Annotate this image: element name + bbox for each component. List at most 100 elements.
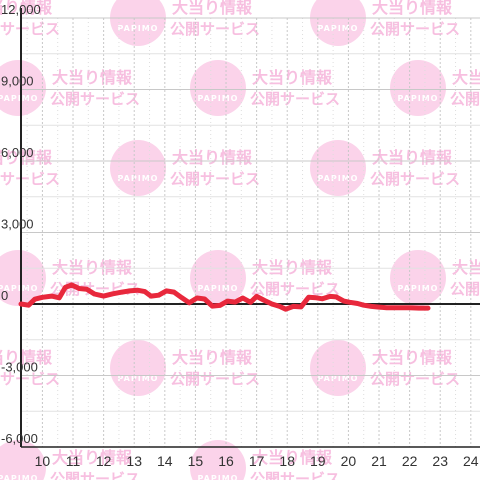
x-tick-label: 18 — [279, 453, 295, 469]
x-tick-label: 23 — [432, 453, 448, 469]
x-tick-label: 10 — [35, 453, 51, 469]
y-tick-label: -3,000 — [1, 360, 38, 375]
watermark-brand: PAPIMO — [398, 284, 439, 293]
x-tick-label: 11 — [66, 453, 81, 469]
watermark-line1: 大当り情報 — [252, 68, 333, 87]
watermark-brand: PAPIMO — [198, 474, 239, 480]
x-tick-label: 15 — [188, 453, 204, 469]
watermark-brand: PAPIMO — [118, 24, 159, 33]
x-tick-label: 21 — [371, 453, 387, 469]
watermark-line2: 公開サービス — [450, 90, 480, 108]
watermark-line1: 大当り情報 — [0, 348, 53, 367]
watermark-line1: 大当り情報 — [252, 258, 333, 277]
watermark-line1: 大当り情報 — [52, 258, 133, 277]
watermark-brand: PAPIMO — [0, 284, 38, 293]
x-tick-label: 12 — [96, 453, 112, 469]
watermark-logo-circle — [0, 60, 46, 116]
watermark-logo-circle — [190, 60, 246, 116]
watermark-logo-circle — [310, 340, 366, 396]
watermark-logo-circle — [390, 60, 446, 116]
watermark-brand: PAPIMO — [398, 94, 439, 103]
watermark-logo-circle — [310, 140, 366, 196]
watermark-line2: 公開サービス — [0, 170, 60, 188]
watermark-brand: PAPIMO — [118, 374, 159, 383]
x-tick-label: 20 — [341, 453, 357, 469]
watermark-logo-circle — [390, 250, 446, 306]
y-tick-label: 0 — [1, 288, 8, 303]
watermark-line2: 公開サービス — [370, 370, 460, 388]
watermark-brand: PAPIMO — [118, 174, 159, 183]
watermark-brand: PAPIMO — [318, 174, 359, 183]
watermark-brand: PAPIMO — [0, 474, 38, 480]
watermark-brand: PAPIMO — [198, 94, 239, 103]
watermark-line2: 公開サービス — [370, 20, 460, 38]
watermark-line2: 公開サービス — [50, 90, 140, 108]
x-tick-label: 19 — [310, 453, 326, 469]
series-layer — [18, 282, 431, 312]
watermark-brand: PAPIMO — [318, 24, 359, 33]
watermark-line1: 大当り情報 — [0, 0, 53, 17]
watermark-line2: 公開サービス — [50, 470, 140, 480]
x-tick-label: 24 — [463, 453, 479, 469]
watermark-logo-circle — [190, 250, 246, 306]
x-tick-label: 16 — [218, 453, 234, 469]
x-tick-label: 13 — [126, 453, 142, 469]
y-tick-label: 9,000 — [1, 74, 34, 89]
watermark-line1: 大当り情報 — [452, 258, 480, 277]
watermark-line2: 公開サービス — [250, 90, 340, 108]
watermark-line2: 公開サービス — [250, 280, 340, 298]
watermark-line2: 公開サービス — [170, 370, 260, 388]
watermark-line1: 大当り情報 — [372, 0, 453, 17]
y-tick-label: 6,000 — [1, 145, 34, 160]
watermark-line2: 公開サービス — [170, 170, 260, 188]
watermark-line2: 公開サービス — [170, 20, 260, 38]
watermark-line2: 公開サービス — [370, 170, 460, 188]
watermark-logo-circle — [190, 440, 246, 480]
watermark-logo-circle — [0, 440, 46, 480]
watermark-line1: 大当り情報 — [0, 148, 53, 167]
y-tick-label: -6,000 — [1, 431, 38, 446]
watermark-line2: 公開サービス — [0, 370, 60, 388]
watermark-logo-circle — [110, 340, 166, 396]
y-tick-label: 12,000 — [1, 2, 41, 17]
watermark-logo-circle — [310, 0, 366, 46]
grid-lines — [21, 17, 480, 448]
watermark-line1: 大当り情報 — [52, 448, 133, 467]
watermark-line2: 公開サービス — [250, 470, 340, 480]
tick-labels: 12,000 9,000 6,000 3,000 0 -3,000 -6,000 10 11 12… — [1, 2, 479, 469]
watermark-line1: 大当り情報 — [252, 448, 333, 467]
watermark-brand: PAPIMO — [318, 374, 359, 383]
watermark-brand: PAPIMO — [198, 284, 239, 293]
watermark-line1: 大当り情報 — [452, 68, 480, 87]
x-tick-label: 14 — [157, 453, 173, 469]
watermark-line2: 公開サービス — [450, 280, 480, 298]
y-tick-label: 3,000 — [1, 217, 34, 232]
watermark-logo-circle — [0, 250, 46, 306]
series-line — [18, 282, 431, 312]
watermark-line2: 公開サービス — [0, 20, 60, 38]
watermark-line1: 大当り情報 — [372, 348, 453, 367]
watermark-brand: PAPIMO — [0, 94, 38, 103]
watermark-line1: 大当り情報 — [52, 68, 133, 87]
watermark-line1: 大当り情報 — [172, 348, 253, 367]
watermark-line1: 大当り情報 — [172, 0, 253, 17]
x-tick-label: 22 — [402, 453, 418, 469]
watermark-line1: 大当り情報 — [172, 148, 253, 167]
